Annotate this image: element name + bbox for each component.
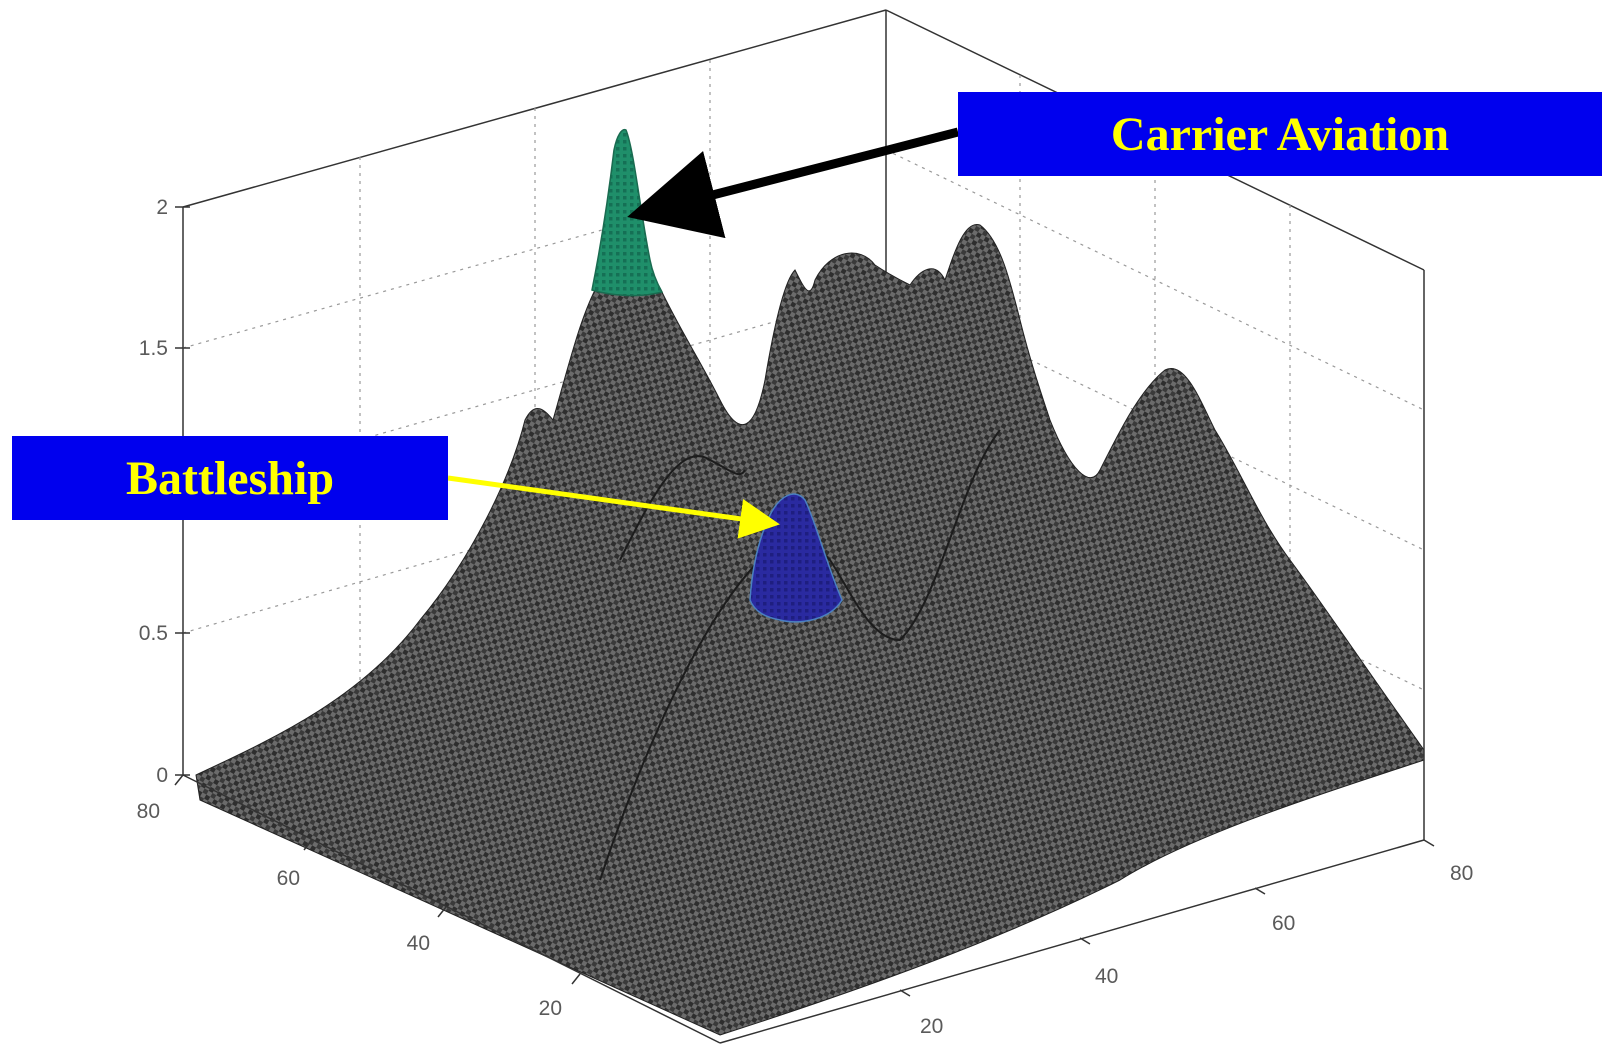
y-tick-label: 80 xyxy=(137,800,160,823)
z-tick-label: 1.5 xyxy=(139,337,168,360)
surface-body xyxy=(195,224,1425,1036)
surface-front-ridge xyxy=(599,429,1001,881)
x-tick-label: 60 xyxy=(1272,912,1295,935)
x-axis xyxy=(899,839,1435,997)
y-tick-label: 60 xyxy=(277,867,300,890)
x-tick-label: 40 xyxy=(1095,965,1118,988)
y-tick-label: 20 xyxy=(539,997,562,1020)
x-tick-label: 80 xyxy=(1450,862,1473,885)
carrier-aviation-peak xyxy=(591,128,664,297)
z-tick-label: 0.5 xyxy=(139,622,168,645)
surface xyxy=(195,128,1425,1036)
surface-left-ridge xyxy=(619,455,746,561)
carrier-aviation-callout: Carrier Aviation xyxy=(958,92,1602,176)
y-tick-label: 40 xyxy=(407,932,430,955)
battleship-callout: Battleship xyxy=(12,436,448,520)
z-tick-label: 2 xyxy=(156,196,168,219)
y-axis xyxy=(174,774,581,985)
box-front xyxy=(182,270,1425,1044)
x-tick-label: 20 xyxy=(920,1015,943,1038)
carrier-aviation-arrow xyxy=(627,127,960,239)
z-tick-label: 0 xyxy=(156,764,168,787)
battleship-arrow xyxy=(447,475,780,539)
